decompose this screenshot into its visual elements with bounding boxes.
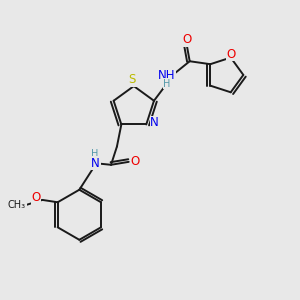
Text: CH₃: CH₃ xyxy=(8,200,26,210)
Text: H: H xyxy=(163,79,171,89)
Text: O: O xyxy=(182,33,191,46)
Text: S: S xyxy=(129,73,136,86)
Text: H: H xyxy=(91,149,98,160)
Text: N: N xyxy=(92,157,100,170)
Text: N: N xyxy=(150,116,159,130)
Text: O: O xyxy=(227,47,236,61)
Text: NH: NH xyxy=(158,69,176,82)
Text: O: O xyxy=(31,191,40,204)
Text: O: O xyxy=(130,155,140,168)
